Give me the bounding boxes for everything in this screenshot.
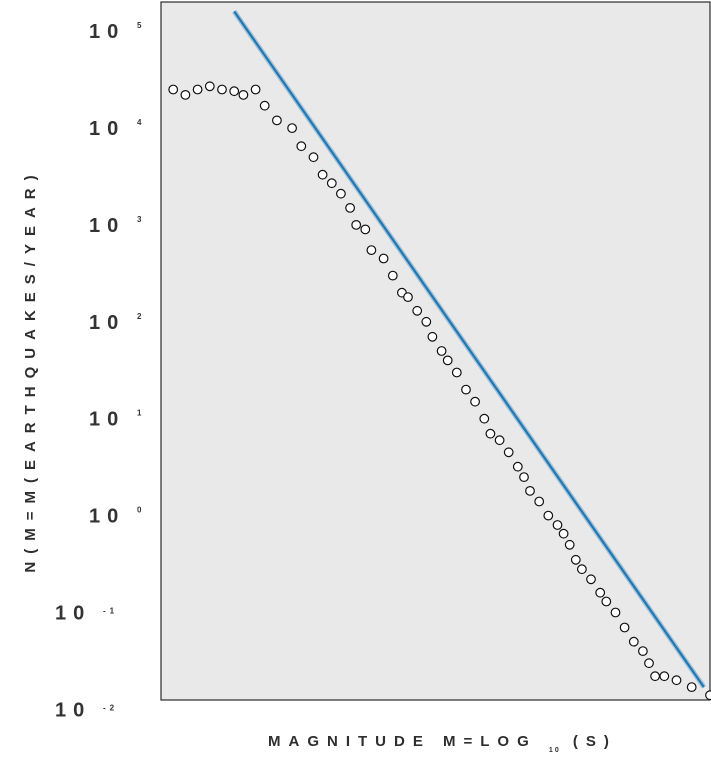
fit-line	[233, 10, 705, 688]
x-axis-label: MAGNITUDE M=LOG 10 (S)	[268, 733, 617, 756]
data-point	[552, 520, 563, 530]
y-tick-exponent: -2	[103, 703, 118, 712]
data-point	[168, 84, 179, 95]
x-axis-label-subscript: 10	[549, 747, 561, 754]
data-point	[387, 270, 398, 281]
y-tick-base: 10	[89, 215, 125, 237]
data-point	[217, 84, 227, 95]
y-tick-base: 10	[55, 603, 91, 625]
data-point	[287, 123, 298, 134]
data-point	[296, 141, 307, 152]
data-point	[403, 292, 413, 303]
data-point	[412, 305, 423, 316]
data-point	[308, 152, 319, 163]
y-tick-base: 10	[89, 21, 125, 43]
y-tick-exponent: 2	[137, 312, 143, 321]
x-axis-label-main: MAGNITUDE M=LOG	[268, 733, 537, 750]
data-point	[250, 84, 261, 95]
y-tick-exponent: 0	[137, 506, 143, 515]
data-point	[543, 510, 554, 521]
data-point	[619, 622, 630, 633]
data-point	[686, 682, 697, 692]
data-point	[180, 89, 191, 100]
y-tick-exponent: 5	[137, 21, 143, 30]
y-tick-label: 10 -1	[55, 603, 118, 625]
y-tick-base: 10	[89, 409, 125, 431]
data-point	[366, 245, 377, 256]
y-tick-label: 10 -2	[55, 699, 118, 721]
data-point	[564, 539, 575, 550]
plot-area	[160, 1, 711, 701]
y-tick-exponent: 4	[137, 118, 143, 127]
data-point	[378, 253, 389, 264]
y-tick-base: 10	[55, 699, 91, 721]
y-tick-base: 10	[89, 118, 125, 140]
x-axis-label-suffix: (S)	[573, 733, 617, 750]
data-point	[479, 413, 490, 424]
data-point	[558, 528, 569, 539]
data-point	[577, 564, 587, 575]
data-point	[461, 384, 471, 395]
data-point	[586, 574, 596, 585]
data-point	[659, 671, 670, 682]
y-tick-label: 10 1	[89, 409, 143, 431]
data-point	[427, 331, 438, 342]
data-point	[650, 671, 660, 682]
y-axis-label: N(M=M(EARTHQUAKES/YEAR)	[22, 167, 39, 572]
data-point	[644, 658, 654, 669]
data-point	[503, 447, 514, 458]
data-point	[601, 596, 612, 607]
data-point	[638, 646, 648, 656]
data-point	[534, 496, 545, 507]
y-tick-label: 10 0	[89, 506, 143, 528]
data-point	[451, 367, 462, 378]
y-tick-label: 10 4	[89, 118, 143, 140]
data-point	[610, 607, 621, 618]
y-tick-label: 10 3	[89, 215, 143, 237]
data-point	[259, 100, 270, 111]
data-point	[421, 316, 432, 327]
data-point	[326, 178, 337, 189]
y-tick-label: 10 2	[89, 312, 143, 334]
data-point	[595, 587, 606, 598]
y-tick-exponent: -1	[103, 607, 118, 616]
fit-line-layer	[232, 9, 706, 689]
data-point	[204, 81, 215, 92]
data-points-layer	[168, 81, 711, 701]
y-tick-labels: 10 5 10 4 10 3 10 2 10 1 10 0 10 -1 10 -2	[55, 21, 143, 721]
data-point	[229, 86, 240, 97]
data-point	[628, 636, 639, 647]
data-point	[351, 219, 362, 230]
y-tick-exponent: 1	[137, 409, 143, 418]
data-point	[494, 435, 505, 446]
data-point	[705, 690, 711, 701]
data-point	[238, 89, 249, 100]
y-tick-base: 10	[89, 506, 125, 528]
data-point	[671, 675, 682, 686]
data-point	[512, 461, 523, 472]
data-point	[519, 472, 529, 483]
data-point	[345, 202, 356, 213]
data-point	[442, 355, 453, 366]
data-point	[470, 396, 481, 407]
data-point	[336, 188, 346, 199]
data-point	[570, 554, 581, 565]
y-tick-exponent: 3	[137, 215, 143, 224]
data-point	[485, 428, 496, 439]
data-point	[436, 346, 447, 356]
y-tick-label: 10 5	[89, 21, 143, 43]
data-point	[272, 115, 282, 126]
data-point	[192, 84, 203, 95]
data-point	[525, 486, 535, 496]
data-point	[360, 224, 371, 235]
data-point	[317, 169, 328, 180]
y-tick-base: 10	[89, 312, 125, 334]
